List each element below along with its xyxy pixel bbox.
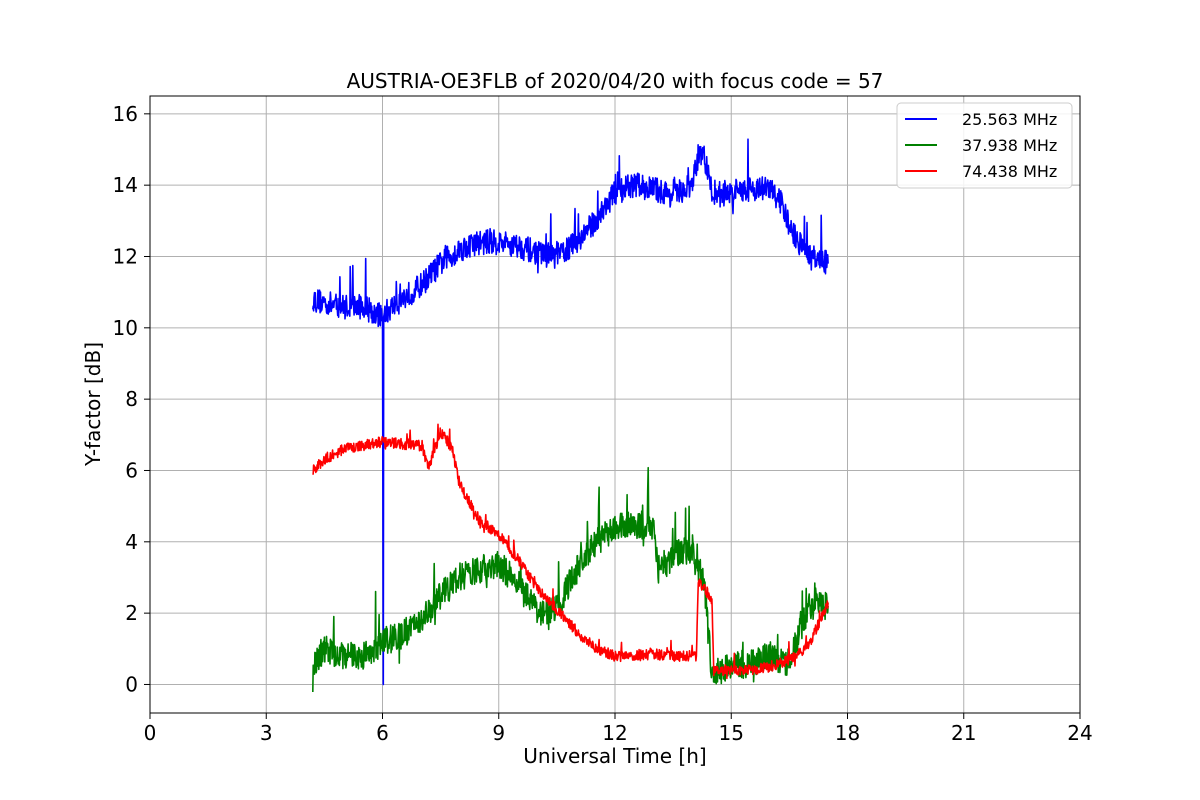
x-tick-label: 9 [492,721,505,745]
series-line-3 [312,423,829,680]
x-axis: 0 3 6 9 12 15 18 21 24 [144,713,1093,745]
x-tick-label: 12 [602,721,627,745]
x-tick-label: 24 [1067,721,1092,745]
x-tick-label: 18 [835,721,860,745]
legend: 25.563 MHz 37.938 MHz 74.438 MHz [896,102,1073,189]
y-tick-label: 6 [125,458,138,482]
y-tick-label: 12 [113,244,138,268]
x-tick-label: 3 [260,721,273,745]
x-axis-label: Universal Time [h] [523,744,706,768]
y-tick-label: 10 [113,316,138,340]
y-axis-label: Y-factor [dB] [81,342,105,467]
x-tick-label: 21 [951,721,976,745]
series-layer [312,138,829,693]
y-tick-label: 0 [125,672,138,696]
legend-label: 74.438 MHz [962,162,1057,181]
y-tick-label: 2 [125,601,138,625]
series-line-2 [312,466,829,693]
x-tick-label: 6 [376,721,389,745]
series-line-1 [312,138,829,686]
legend-label: 37.938 MHz [962,136,1057,155]
y-tick-label: 8 [125,387,138,411]
y-tick-label: 14 [113,173,138,197]
legend-box [896,102,1073,189]
y-axis: 0 2 4 6 8 10 12 14 16 [113,102,150,696]
y-tick-label: 4 [125,530,138,554]
chart-title: AUSTRIA-OE3FLB of 2020/04/20 with focus … [347,69,884,93]
y-tick-label: 16 [113,102,138,126]
x-tick-label: 0 [144,721,157,745]
x-tick-label: 15 [719,721,744,745]
legend-label: 25.563 MHz [962,110,1057,129]
